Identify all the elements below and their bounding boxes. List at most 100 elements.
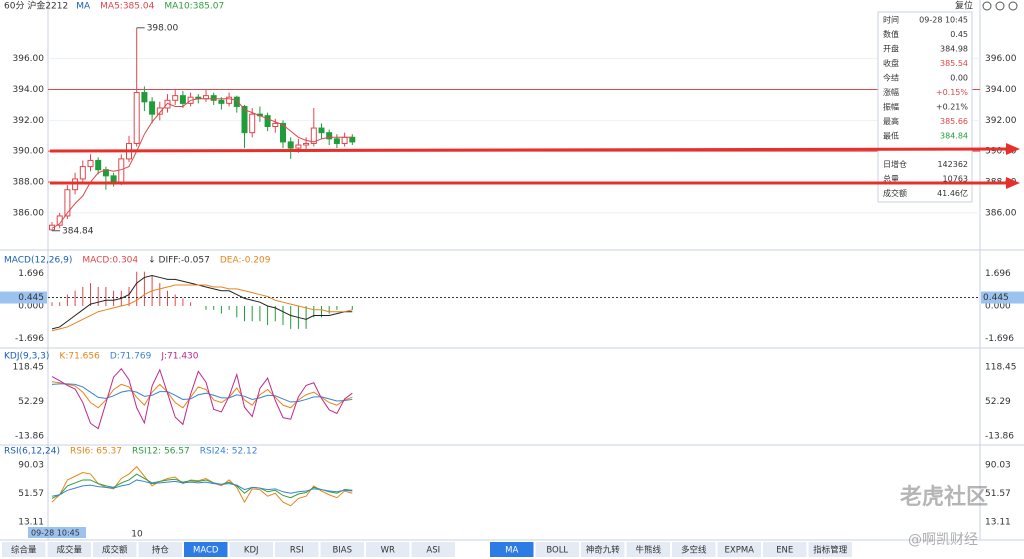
y-tick-label: 388.00 — [13, 178, 45, 188]
y-tick-label: 386.00 — [13, 208, 45, 218]
y-tick-label-right: 51.57 — [985, 489, 1011, 499]
tab-label[interactable]: KDJ — [244, 546, 259, 556]
y-tick-label-right: 392.00 — [985, 116, 1017, 126]
extreme-label: 384.84 — [62, 226, 94, 236]
tab-label[interactable]: EXPMA — [725, 546, 755, 556]
tab-label[interactable]: RSI — [290, 546, 304, 556]
candle-body — [141, 92, 148, 103]
y-tick-label: 1.696 — [18, 269, 44, 279]
tab-label[interactable]: 持仓 — [152, 545, 170, 556]
info-value: 384.84 — [940, 132, 968, 141]
tab[interactable] — [717, 542, 762, 557]
tab[interactable] — [581, 542, 625, 557]
tab[interactable] — [490, 542, 534, 557]
candle-body — [241, 105, 248, 134]
info-value: 0.45 — [950, 30, 968, 39]
icon[interactable] — [1008, 1, 1018, 11]
annotation-arrows — [49, 143, 1020, 189]
tab[interactable] — [366, 542, 410, 557]
tab[interactable] — [535, 542, 580, 557]
candle-body — [310, 127, 317, 144]
info-label: 时间 — [883, 15, 899, 25]
tab-label[interactable]: 牛熊线 — [635, 545, 661, 556]
tab-label[interactable]: WR — [381, 546, 395, 556]
tab[interactable] — [138, 542, 183, 557]
legend-item: J:71.430 — [160, 352, 198, 362]
candle-body — [264, 115, 271, 127]
tab[interactable] — [626, 542, 671, 557]
indicator-line — [51, 465, 353, 507]
y-tick-label-right: -1.696 — [985, 334, 1014, 344]
legend-item: RSI12: 56.57 — [132, 447, 190, 457]
tab[interactable] — [763, 542, 807, 557]
tab[interactable] — [672, 542, 716, 557]
info-label: 收盘 — [883, 58, 899, 68]
candle-body — [341, 136, 348, 144]
info-value: 384.98 — [940, 45, 968, 54]
info-box — [877, 11, 973, 203]
y-tick-label-right: 390.00 — [985, 147, 1017, 157]
y-tick-label-right: 386.00 — [985, 208, 1017, 218]
tab[interactable] — [229, 542, 274, 557]
y-tick-label: 390.00 — [13, 147, 45, 157]
y-tick-label-right: 1.696 — [985, 269, 1011, 279]
tab-label[interactable]: BOLL — [546, 546, 568, 556]
crosshair-box — [981, 291, 1024, 304]
candle-body — [233, 96, 240, 107]
y-tick-label: 51.57 — [18, 489, 44, 499]
y-tick-label-right: 90.03 — [985, 461, 1011, 471]
tab-label[interactable]: 成交额 — [102, 545, 128, 556]
y-tick-label-right: 394.00 — [985, 85, 1017, 95]
info-value: 09-28 10:45 — [919, 16, 968, 25]
tab[interactable] — [47, 542, 92, 557]
y-tick-label-right: 13.11 — [985, 518, 1011, 528]
tab-label[interactable]: MA — [505, 546, 518, 556]
arrow-head — [1006, 177, 1020, 189]
tab-label[interactable]: 多空线 — [681, 545, 707, 556]
candle-body — [349, 136, 356, 143]
candle-body — [133, 92, 140, 144]
cursor-time-box — [28, 527, 86, 538]
info-label: 总量 — [883, 174, 899, 184]
crosshair-label: 0.445 — [18, 293, 44, 303]
tab[interactable] — [808, 542, 853, 557]
tab[interactable] — [275, 542, 319, 557]
candle-body — [226, 96, 233, 104]
tab[interactable] — [184, 542, 228, 557]
info-label: 最低 — [883, 131, 899, 141]
tab-label[interactable]: ENE — [776, 546, 793, 556]
tab-label[interactable]: 指标管理 — [813, 545, 848, 556]
info-label: 涨幅 — [883, 87, 899, 97]
tab-label[interactable]: BIAS — [332, 546, 352, 556]
info-label: 振幅 — [883, 102, 899, 112]
tab[interactable] — [411, 542, 456, 557]
candle-body — [280, 122, 286, 143]
info-value: 385.54 — [940, 59, 968, 68]
candle-body — [87, 159, 94, 168]
y-tick-label-right: 0.000 — [985, 302, 1011, 312]
icon[interactable] — [982, 1, 992, 11]
tab-label[interactable]: 综合量 — [11, 545, 37, 556]
y-tick-label: 394.00 — [13, 85, 45, 95]
tab[interactable] — [93, 542, 137, 557]
tab-label[interactable]: MACD — [193, 546, 219, 556]
top-right-button[interactable]: 复位 — [955, 0, 973, 12]
info-value: 10763 — [943, 175, 968, 184]
tab-label[interactable]: ASI — [426, 546, 440, 556]
candle-body — [149, 101, 156, 115]
indicator-line — [51, 284, 353, 332]
tab-label[interactable]: 神奇九转 — [586, 545, 621, 556]
info-value: 142362 — [937, 160, 968, 169]
y-tick-label: 118.45 — [13, 362, 45, 372]
icon[interactable] — [995, 1, 1005, 11]
y-tick-label: 13.11 — [18, 518, 44, 528]
legend-item: RSI24: 52.12 — [200, 447, 258, 457]
legend-item: MA — [76, 2, 91, 12]
tab[interactable] — [2, 542, 46, 557]
candle-body — [49, 224, 55, 231]
y-tick-label: 52.29 — [18, 397, 44, 407]
candle-body — [303, 142, 310, 146]
tab-label[interactable]: 成交量 — [56, 545, 82, 556]
tab[interactable] — [320, 542, 365, 557]
ma5-line — [51, 98, 353, 229]
